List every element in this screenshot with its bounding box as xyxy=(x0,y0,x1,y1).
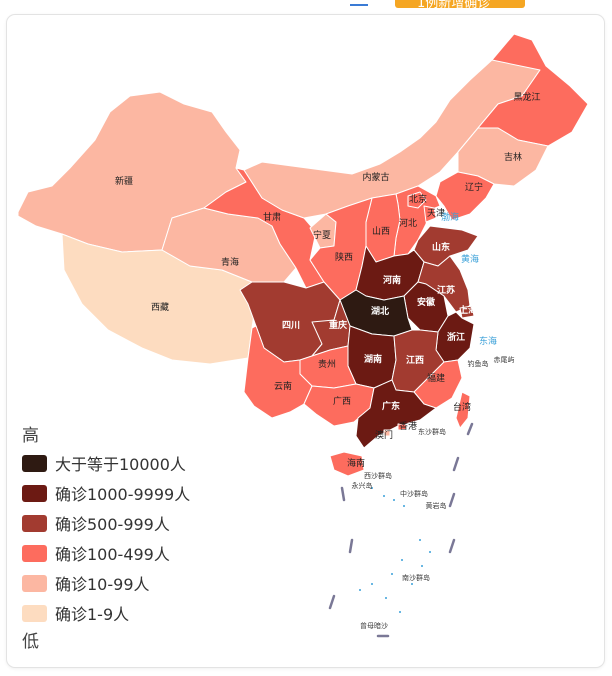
island-label-xisha: 西沙群岛 xyxy=(364,471,392,480)
province-label: 北京 xyxy=(409,193,427,205)
legend-item[interactable]: 确诊100-499人 xyxy=(22,538,190,568)
province-label: 重庆 xyxy=(329,319,347,331)
legend-swatch xyxy=(22,514,47,532)
island-labels: 钓鱼岛 赤尾屿 东沙群岛 西沙群岛 永兴岛 中沙群岛 黄岩岛 南沙群岛 曾母暗沙 xyxy=(352,355,515,630)
legend-high-label: 高 xyxy=(22,426,39,446)
province-label: 湖南 xyxy=(364,353,382,365)
province-label: 山西 xyxy=(372,226,390,237)
legend-item[interactable]: 确诊1000-9999人 xyxy=(22,478,190,508)
island-label-yongxing: 永兴岛 xyxy=(352,481,373,490)
province-macau[interactable] xyxy=(383,429,391,437)
province-label: 青海 xyxy=(221,256,239,268)
province-label: 宁夏 xyxy=(313,229,331,241)
province-taiwan[interactable] xyxy=(455,391,471,429)
legend-item-label: 确诊500-999人 xyxy=(55,515,170,534)
province-label: 天津 xyxy=(427,208,445,219)
province-jilin[interactable] xyxy=(457,127,549,187)
province-label: 河南 xyxy=(383,274,401,286)
legend-item[interactable]: 大于等于10000人 xyxy=(22,448,190,478)
province-label: 江西 xyxy=(406,354,424,366)
island-label-dongsha: 东沙群岛 xyxy=(418,427,446,436)
legend-item[interactable]: 确诊10-99人 xyxy=(22,568,190,598)
province-label: 新疆 xyxy=(115,175,133,187)
legend-items: 大于等于10000人 确诊1000-9999人 确诊500-999人 确诊100-49… xyxy=(22,448,190,628)
water-labels: 渤海 黄海 东海 xyxy=(441,211,497,347)
province-label: 台湾 xyxy=(453,401,471,413)
province-label: 辽宁 xyxy=(465,181,483,193)
province-label: 福建 xyxy=(427,372,445,384)
legend-item-label: 大于等于10000人 xyxy=(55,455,186,474)
province-label: 湖北 xyxy=(371,305,389,317)
province-label: 贵州 xyxy=(318,358,336,370)
province-liaoning[interactable] xyxy=(435,171,495,221)
island-label-huangyan: 黄岩岛 xyxy=(426,501,447,510)
new-cases-banner-text: 1例新增确诊 xyxy=(417,0,491,8)
legend-swatch xyxy=(22,604,47,622)
province-label: 江苏 xyxy=(437,284,455,296)
map-legend: 高 大于等于10000人 确诊1000-9999人 确诊500-999人 确诊100-… xyxy=(22,424,190,654)
province-label: 澳门 xyxy=(375,429,393,441)
province-label: 吉林 xyxy=(504,151,522,163)
island-label-nansha: 南沙群岛 xyxy=(402,573,430,582)
legend-item-label: 确诊10-99人 xyxy=(55,575,150,594)
province-label: 甘肃 xyxy=(263,211,281,223)
province-label: 广东 xyxy=(382,400,400,412)
legend-item-label: 确诊1-9人 xyxy=(55,605,130,624)
province-label: 上海 xyxy=(459,304,477,316)
legend-swatch xyxy=(22,484,47,502)
legend-swatch xyxy=(22,574,47,592)
island-label-zengmu: 曾母暗沙 xyxy=(360,621,388,630)
legend-swatch xyxy=(22,454,47,472)
island-dots xyxy=(359,487,431,613)
province-label: 内蒙古 xyxy=(362,171,389,183)
province-hainan[interactable] xyxy=(329,451,365,477)
water-label-huanghai: 黄海 xyxy=(461,253,479,265)
province-label: 海南 xyxy=(347,457,365,469)
legend-swatch xyxy=(22,544,47,562)
province-label: 西藏 xyxy=(151,301,169,313)
province-hongkong[interactable] xyxy=(397,423,407,431)
province-label: 浙江 xyxy=(447,331,465,343)
south-china-sea-boundary xyxy=(328,422,474,638)
province-tianjin[interactable] xyxy=(423,205,437,223)
province-yunnan[interactable] xyxy=(243,325,313,419)
province-label: 香港 xyxy=(399,420,417,432)
water-label-donghai: 东海 xyxy=(479,335,497,347)
province-label: 黑龙江 xyxy=(513,91,540,103)
province-shanghai[interactable] xyxy=(459,305,475,319)
province-label: 河北 xyxy=(399,217,417,229)
water-label-bohai: 渤海 xyxy=(441,211,459,223)
legend-low-label: 低 xyxy=(22,632,39,652)
island-label-diaoyu: 钓鱼岛 xyxy=(468,359,489,368)
legend-item-label: 确诊1000-9999人 xyxy=(55,485,191,504)
province-guangdong[interactable] xyxy=(355,379,437,449)
island-label-chiwei: 赤尾屿 xyxy=(494,355,515,364)
legend-item-label: 确诊100-499人 xyxy=(55,545,170,564)
new-cases-banner: 1例新增确诊 xyxy=(395,0,525,8)
province-gansu[interactable] xyxy=(203,167,325,289)
top-tab-indicator xyxy=(350,4,368,6)
province-label: 云南 xyxy=(274,380,292,392)
province-label: 陕西 xyxy=(335,251,353,263)
province-label: 四川 xyxy=(282,320,300,331)
island-label-zhongsha: 中沙群岛 xyxy=(400,489,428,498)
province-label: 安徽 xyxy=(417,296,436,308)
legend-item[interactable]: 确诊500-999人 xyxy=(22,508,190,538)
legend-item[interactable]: 确诊1-9人 xyxy=(22,598,190,628)
province-label: 山东 xyxy=(432,241,450,253)
province-label: 广西 xyxy=(333,395,351,407)
province-beijing[interactable] xyxy=(407,191,427,209)
